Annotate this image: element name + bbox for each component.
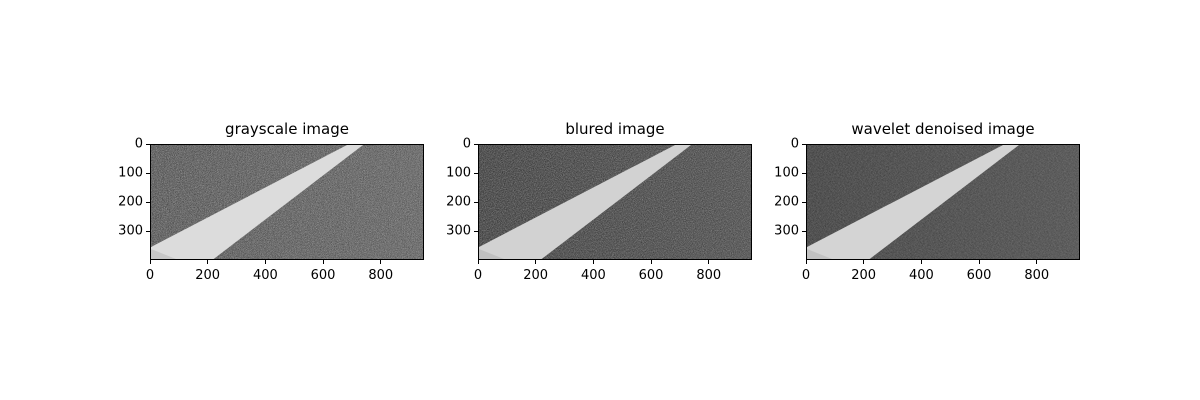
- x-tick-label: 800: [368, 268, 394, 283]
- y-tick-label: 300: [118, 223, 143, 239]
- y-tick-label: 300: [774, 223, 799, 239]
- x-tick-mark: [708, 260, 710, 264]
- y-tick-label: 0: [134, 136, 143, 152]
- blurred-image: [478, 144, 752, 260]
- x-tick-label: 600: [310, 268, 336, 283]
- x-tick-label: 400: [908, 268, 934, 283]
- road-photo-denoised: [807, 145, 1079, 259]
- x-tick-mark: [978, 260, 980, 264]
- y-tick-mark: [474, 201, 478, 203]
- x-tick-label: 200: [195, 268, 221, 283]
- x-tick-label: 0: [801, 268, 811, 283]
- grayscale-image: [150, 144, 424, 260]
- x-tick-mark: [863, 260, 865, 264]
- panel-title-blurred: blured image: [565, 120, 665, 138]
- x-tick-label: 800: [696, 268, 722, 283]
- road-photo-grayscale: [151, 145, 423, 259]
- y-tick-mark: [146, 143, 150, 145]
- x-tick-mark: [1036, 260, 1038, 264]
- y-tick-label: 100: [118, 165, 143, 181]
- x-tick-label: 200: [523, 268, 549, 283]
- x-tick-mark: [207, 260, 209, 264]
- x-tick-mark: [650, 260, 652, 264]
- x-tick-mark: [805, 260, 807, 264]
- panel-title-denoised: wavelet denoised image: [851, 120, 1035, 138]
- x-tick-mark: [264, 260, 266, 264]
- x-tick-label: 200: [851, 268, 877, 283]
- x-tick-label: 600: [638, 268, 664, 283]
- y-tick-label: 0: [790, 136, 799, 152]
- x-tick-label: 0: [145, 268, 155, 283]
- x-tick-label: 400: [252, 268, 278, 283]
- y-tick-mark: [146, 201, 150, 203]
- panel-title-grayscale: grayscale image: [225, 120, 349, 138]
- x-tick-mark: [592, 260, 594, 264]
- x-tick-mark: [477, 260, 479, 264]
- y-tick-label: 100: [774, 165, 799, 181]
- y-tick-mark: [802, 172, 806, 174]
- y-tick-label: 100: [446, 165, 471, 181]
- road-photo-blurred: [479, 145, 751, 259]
- y-tick-mark: [474, 230, 478, 232]
- y-tick-mark: [802, 143, 806, 145]
- x-tick-mark: [380, 260, 382, 264]
- y-tick-label: 300: [446, 223, 471, 239]
- denoised-image: [806, 144, 1080, 260]
- y-tick-mark: [474, 143, 478, 145]
- y-tick-mark: [802, 230, 806, 232]
- y-tick-label: 200: [118, 194, 143, 210]
- y-tick-label: 200: [446, 194, 471, 210]
- x-tick-label: 400: [580, 268, 606, 283]
- x-tick-label: 600: [966, 268, 992, 283]
- x-tick-mark: [920, 260, 922, 264]
- x-tick-mark: [322, 260, 324, 264]
- x-tick-label: 0: [473, 268, 483, 283]
- y-tick-label: 200: [774, 194, 799, 210]
- y-tick-mark: [474, 172, 478, 174]
- x-tick-mark: [535, 260, 537, 264]
- x-tick-label: 800: [1024, 268, 1050, 283]
- y-tick-mark: [802, 201, 806, 203]
- x-tick-mark: [149, 260, 151, 264]
- y-tick-label: 0: [462, 136, 471, 152]
- y-tick-mark: [146, 230, 150, 232]
- y-tick-mark: [146, 172, 150, 174]
